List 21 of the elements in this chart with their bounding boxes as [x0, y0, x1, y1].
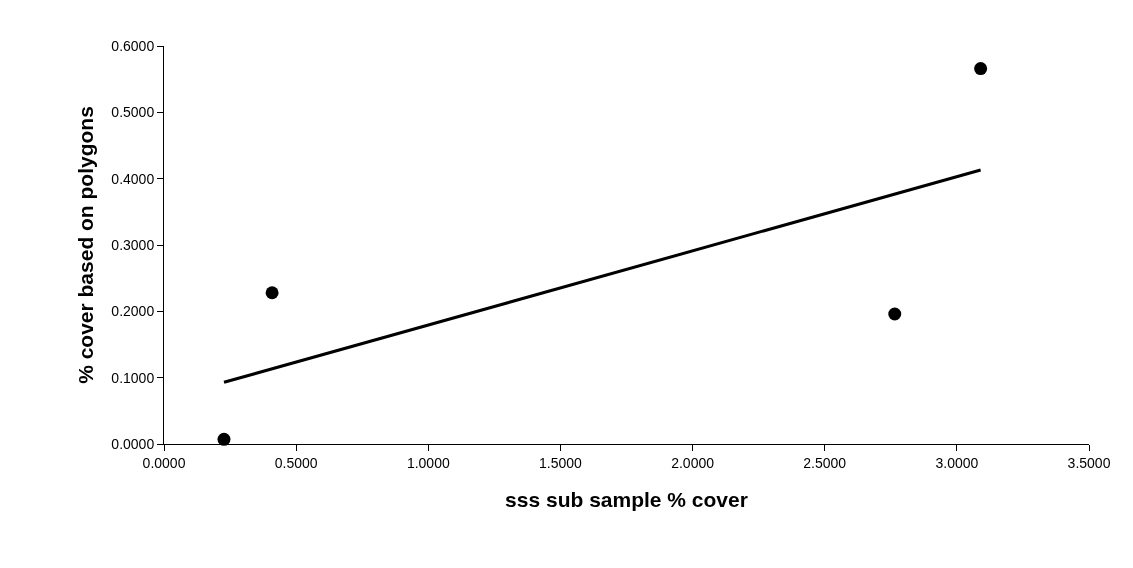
- point: [888, 307, 902, 321]
- y-tick-label: 0.0000: [111, 435, 155, 452]
- y-tick-label: 0.4000: [111, 170, 155, 187]
- y-tick-label: 0.5000: [111, 104, 155, 121]
- point: [974, 62, 988, 76]
- x-tick-label: 3.5000: [1067, 454, 1111, 471]
- x-tick-label: 2.5000: [803, 454, 847, 471]
- y-tick-label: 0.3000: [111, 236, 155, 253]
- x-axis-title: sss sub sample % cover: [505, 488, 748, 511]
- point: [217, 432, 231, 446]
- x-tick-label: 2.0000: [671, 454, 715, 471]
- x-tick-label: 3.0000: [935, 454, 979, 471]
- y-tick-label: 0.1000: [111, 369, 155, 386]
- x-tick-label: 1.0000: [406, 454, 450, 471]
- x-tick-label: 0.0000: [142, 454, 186, 471]
- y-tick-label: 0.2000: [111, 303, 155, 320]
- point: [265, 286, 279, 300]
- y-tick-label: 0.6000: [111, 37, 155, 54]
- x-tick-label: 0.5000: [274, 454, 318, 471]
- x-tick-label: 1.5000: [539, 454, 583, 471]
- y-axis-title: % cover based on polygons: [73, 106, 97, 384]
